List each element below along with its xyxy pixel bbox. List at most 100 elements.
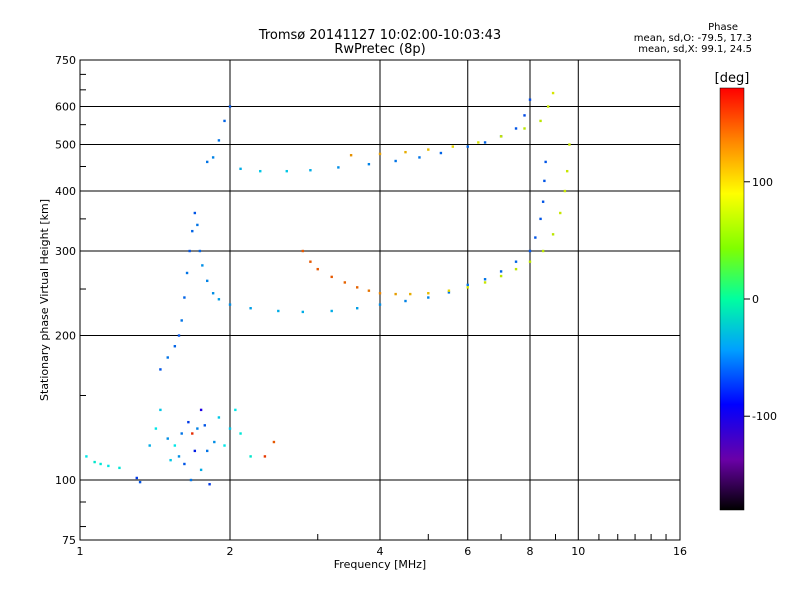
- data-point: [466, 145, 469, 148]
- y-tick-label: 500: [55, 139, 76, 152]
- colorbar-tick-label: -100: [752, 410, 777, 423]
- data-point: [159, 368, 162, 371]
- data-point: [196, 427, 199, 430]
- data-point: [196, 223, 199, 227]
- data-point: [394, 159, 397, 163]
- data-point: [93, 460, 96, 464]
- data-point: [205, 449, 209, 453]
- data-point: [378, 152, 382, 156]
- data-point: [514, 127, 518, 130]
- data-point: [367, 289, 371, 292]
- data-point: [466, 283, 469, 287]
- data-point: [568, 143, 571, 146]
- data-point: [185, 271, 189, 275]
- data-point: [309, 169, 312, 172]
- y-axis-label: Stationary phase Virtual Height [km]: [38, 199, 51, 401]
- data-point: [551, 91, 555, 95]
- y-tick-label: 75: [62, 534, 76, 547]
- data-point: [539, 217, 542, 221]
- data-point: [277, 309, 280, 313]
- y-tick-label: 750: [55, 54, 76, 67]
- phase-legend-o: mean, sd,O: -79.5, 17.3: [633, 33, 752, 44]
- data-point: [544, 160, 547, 164]
- data-point: [223, 444, 226, 447]
- chart-title: Tromsø 20141127 10:02:00-10:03:43: [258, 28, 502, 43]
- data-point: [183, 462, 186, 466]
- data-point: [135, 476, 138, 480]
- x-tick-label: 6: [464, 545, 471, 558]
- x-tick-label: 10: [571, 545, 585, 558]
- x-tick-labels: 1 2 4 6 8 10 16: [77, 545, 688, 558]
- data-point: [189, 478, 193, 482]
- data-point: [483, 141, 487, 144]
- data-point: [451, 145, 455, 148]
- data-point: [559, 211, 562, 215]
- y-tick-label: 400: [55, 185, 76, 198]
- data-point: [148, 444, 151, 447]
- colorbar-ticks: 100 0 -100: [744, 176, 777, 423]
- chart-subtitle: RwPretec (8p): [334, 42, 426, 57]
- data-point: [528, 249, 532, 253]
- data-point: [541, 249, 545, 253]
- data-point: [565, 169, 569, 173]
- data-point: [173, 444, 177, 447]
- data-point: [447, 289, 451, 292]
- data-point: [239, 167, 242, 171]
- data-point: [349, 154, 353, 157]
- data-point: [205, 160, 209, 164]
- data-point: [180, 432, 183, 435]
- data-point: [427, 296, 430, 299]
- colorbar-tick-label: 0: [752, 293, 759, 306]
- data-points: [85, 91, 571, 486]
- data-point: [166, 356, 169, 359]
- colorbar: [719, 87, 745, 511]
- data-point: [330, 309, 333, 313]
- y-tick-labels: 75 100 200 300 400 500 600 750: [55, 54, 76, 547]
- data-point: [85, 455, 88, 458]
- data-point: [367, 162, 371, 166]
- data-point: [217, 416, 221, 419]
- data-point: [337, 166, 340, 169]
- data-point: [427, 148, 430, 151]
- data-point: [213, 440, 216, 444]
- y-tick-label: 200: [55, 330, 76, 343]
- data-point: [466, 286, 469, 289]
- data-point: [447, 291, 451, 294]
- y-tick-label: 100: [55, 474, 76, 487]
- x-axis-label: Frequency [MHz]: [334, 558, 426, 571]
- data-point: [404, 150, 407, 154]
- data-point: [199, 408, 203, 412]
- data-point: [483, 278, 487, 281]
- data-point: [523, 127, 526, 130]
- x-tick-label: 16: [673, 545, 687, 558]
- data-point: [180, 319, 183, 322]
- data-point: [159, 408, 162, 412]
- data-point: [499, 274, 503, 278]
- data-point: [177, 334, 181, 337]
- data-point: [249, 455, 252, 458]
- data-point: [499, 135, 503, 138]
- data-point: [205, 279, 209, 283]
- x-tick-label: 8: [527, 545, 534, 558]
- data-point: [514, 260, 518, 263]
- data-point: [228, 105, 232, 108]
- data-point: [208, 483, 211, 486]
- data-point: [514, 267, 518, 271]
- data-point: [563, 189, 567, 193]
- data-point: [118, 466, 121, 470]
- data-point: [177, 455, 181, 458]
- data-point: [199, 468, 203, 472]
- data-point: [378, 292, 382, 295]
- data-point: [193, 211, 197, 215]
- data-point: [418, 156, 421, 159]
- data-point: [228, 303, 232, 306]
- data-point: [217, 298, 221, 301]
- data-point: [309, 260, 312, 263]
- y-tick-label: 600: [55, 101, 76, 114]
- data-point: [234, 408, 237, 412]
- x-tick-label: 1: [77, 545, 84, 558]
- data-point: [138, 480, 142, 484]
- grid: [80, 60, 680, 540]
- data-point: [285, 169, 288, 173]
- data-point: [201, 264, 204, 267]
